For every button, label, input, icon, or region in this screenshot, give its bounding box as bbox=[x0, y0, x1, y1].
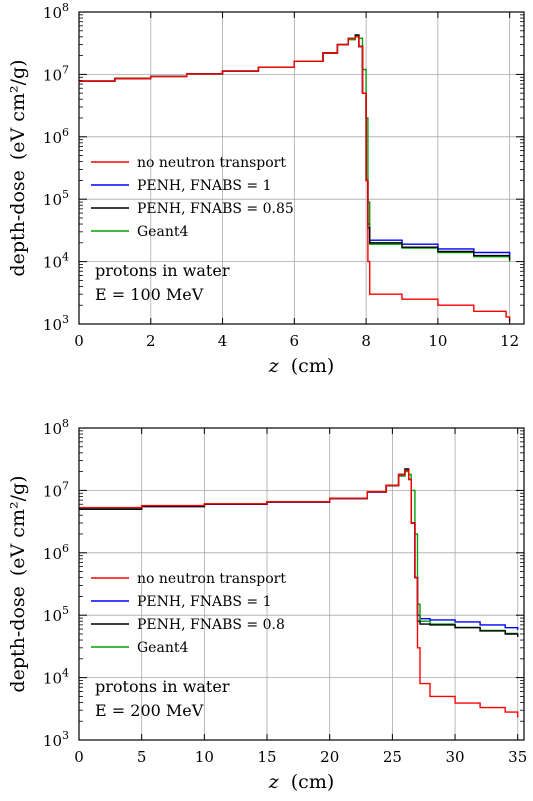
series-line-1 bbox=[79, 469, 519, 718]
y-tick-label: 105 bbox=[43, 604, 69, 625]
x-tick-label: 0 bbox=[74, 332, 84, 350]
x-tick-label: 2 bbox=[146, 332, 156, 350]
x-tick-label: 10 bbox=[428, 332, 447, 350]
annotation-line-1: protons in water bbox=[95, 677, 230, 696]
y-tick-label: 105 bbox=[43, 188, 69, 209]
legend-label-4: Geant4 bbox=[137, 224, 188, 240]
x-tick-label: 6 bbox=[290, 332, 300, 350]
y-tick-label: 104 bbox=[43, 251, 69, 272]
y-tick-label: 107 bbox=[43, 479, 69, 500]
x-tick-label: 20 bbox=[320, 748, 339, 766]
legend-label-1: no neutron transport bbox=[137, 571, 286, 587]
chart-panel-2: 0 5 10 15 20 25 30 35 103 104 105 106 107 108 z (cm) dep… bbox=[7, 417, 527, 793]
legend-label-2: PENH, FNABS = 1 bbox=[137, 594, 272, 610]
y-tick-label: 103 bbox=[43, 729, 69, 750]
y-axis-label: depth-dose(eV cm²/g) bbox=[7, 59, 29, 276]
legend-label-2: PENH, FNABS = 1 bbox=[137, 178, 272, 194]
legend-label-1: no neutron transport bbox=[137, 155, 286, 171]
y-tick-label: 108 bbox=[43, 417, 69, 438]
chart-panel-1: 0 2 4 6 8 10 12 103 104 105 106 107 108 z (cm) depth-do… bbox=[7, 1, 525, 377]
y-tick-label: 104 bbox=[43, 667, 69, 688]
x-tick-label: 25 bbox=[383, 748, 402, 766]
x-tick-label: 0 bbox=[74, 748, 84, 766]
annotation-line-2: E = 100 MeV bbox=[95, 285, 204, 304]
y-tick-label: 103 bbox=[43, 313, 69, 334]
series-line-4 bbox=[79, 470, 519, 637]
plot-frame bbox=[78, 11, 525, 325]
x-tick-label: 15 bbox=[257, 748, 276, 766]
x-tick-label: 4 bbox=[218, 332, 228, 350]
x-axis-label: z (cm) bbox=[268, 771, 335, 793]
x-tick-label: 5 bbox=[137, 748, 147, 766]
x-tick-label: 10 bbox=[195, 748, 214, 766]
y-tick-label: 106 bbox=[43, 126, 69, 147]
legend-label-3: PENH, FNABS = 0.85 bbox=[137, 201, 294, 217]
legend-label-4: Geant4 bbox=[137, 640, 188, 656]
annotation-line-1: protons in water bbox=[95, 261, 230, 280]
x-tick-label: 30 bbox=[446, 748, 465, 766]
y-tick-label: 106 bbox=[43, 542, 69, 563]
y-axis-label: depth-dose(eV cm²/g) bbox=[7, 475, 29, 692]
annotation-line-2: E = 200 MeV bbox=[95, 701, 204, 720]
y-tick-label: 108 bbox=[43, 1, 69, 22]
legend-label-3: PENH, FNABS = 0.8 bbox=[137, 617, 285, 633]
x-tick-label: 35 bbox=[508, 748, 527, 766]
x-tick-label: 12 bbox=[500, 332, 519, 350]
x-tick-label: 8 bbox=[361, 332, 371, 350]
y-tick-label: 107 bbox=[43, 63, 69, 84]
plot-frame bbox=[78, 427, 525, 741]
series-line-1 bbox=[79, 36, 511, 322]
x-axis-label: z (cm) bbox=[268, 355, 335, 377]
